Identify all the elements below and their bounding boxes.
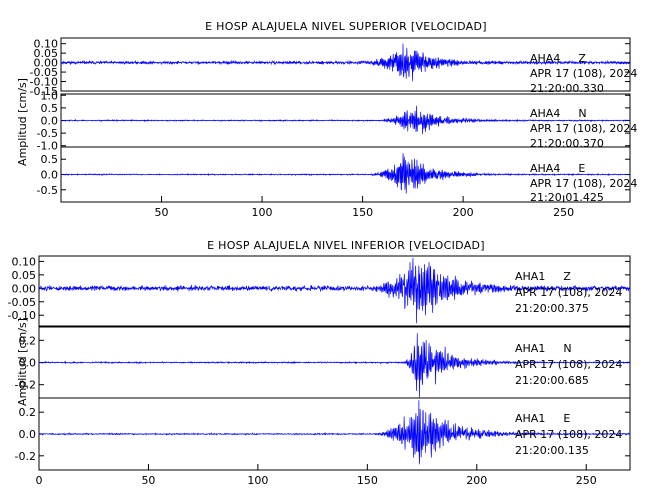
panel-aha1-z: 0.100.050.00-0.05-0.10 AHA1 Z APR 17 (108…	[8, 255, 631, 327]
y-tick-label: 0.2	[19, 334, 37, 347]
y-tick-label: -1.0	[37, 140, 58, 153]
y-tick-label: 0.10	[12, 255, 37, 268]
y-tick-label: -0.10	[30, 76, 58, 89]
panel-aha1-e: 0.2 0.0 -0.2 AHA1 E APR 17 (108), 2024 21:2…	[15, 397, 631, 471]
waveform-trace	[60, 43, 631, 82]
x-tick-label: 200	[453, 206, 474, 219]
station-label: AHA1 N	[515, 342, 572, 355]
x-tick-label: 100	[247, 474, 268, 487]
x-tick-label: 50	[155, 206, 169, 219]
figure-lower-title: E HOSP ALAJUELA NIVEL INFERIOR [VELOCIDA…	[207, 239, 485, 252]
x-tick-label: 200	[466, 474, 487, 487]
figure-upper: E HOSP ALAJUELA NIVEL SUPERIOR [VELOCIDA…	[16, 20, 637, 219]
time-label: 21:20:01.425	[530, 191, 604, 204]
time-label: 21:20:00.330	[530, 82, 604, 95]
time-label: 21:20:00.135	[515, 444, 589, 457]
y-ticks: 0.100.050.00-0.05-0.10-0.15	[30, 38, 630, 98]
panel-aha4-z: 0.100.050.00-0.05-0.10-0.15 AHA4 Z APR 17…	[30, 37, 637, 98]
waveform-trace	[38, 257, 631, 324]
y-tick-label: 0.00	[12, 282, 37, 295]
y-tick-label: 0.5	[41, 102, 59, 115]
x-tick-label: 100	[252, 206, 273, 219]
y-tick-label: -0.5	[37, 127, 58, 140]
station-label: AHA1 E	[515, 412, 570, 425]
figure-upper-ylabel: Amplitud [cm/s]	[16, 78, 29, 166]
waveform-trace	[60, 105, 631, 135]
x-axis-lower: 0 50 100 150 200 250	[36, 464, 597, 487]
date-label: APR 17 (108), 2024	[515, 286, 622, 299]
x-tick-label: 50	[141, 474, 155, 487]
time-label: 21:20:00.685	[515, 374, 589, 387]
y-ticks: 1.00.50.0-0.5-1.0	[37, 89, 630, 153]
x-tick-label: 250	[576, 474, 597, 487]
y-ticks: 0.5 0.0 -0.5	[37, 153, 630, 197]
station-label: AHA4 N	[530, 107, 587, 120]
date-label: APR 17 (108), 2024	[515, 428, 622, 441]
y-tick-label: 0.0	[19, 428, 37, 441]
date-label: APR 17 (108), 2024	[530, 122, 637, 135]
y-tick-label: 0.0	[41, 115, 59, 128]
y-tick-label: 0.2	[19, 406, 37, 419]
y-tick-label: 0.10	[34, 38, 59, 51]
y-tick-label: -0.5	[37, 184, 58, 197]
x-tick-label: 150	[352, 206, 373, 219]
y-tick-label: -0.05	[8, 296, 36, 309]
station-label: AHA1 Z	[515, 270, 571, 283]
x-tick-label: 150	[357, 474, 378, 487]
date-label: APR 17 (108), 2024	[515, 358, 622, 371]
y-tick-label: -0.15	[30, 85, 58, 98]
time-label: 21:20:00.375	[515, 302, 589, 315]
y-tick-label: 0.05	[34, 47, 59, 60]
date-label: APR 17 (108), 2024	[530, 67, 637, 80]
y-tick-label: -0.10	[8, 309, 36, 322]
y-tick-label: -0.05	[30, 66, 58, 79]
station-label: AHA4 E	[530, 162, 585, 175]
panel-aha4-e: 0.5 0.0 -0.5 AHA4 E APR 17 (108), 2024 21:2…	[37, 146, 637, 204]
y-tick-label: 0.5	[41, 153, 59, 166]
y-ticks: 0.2 0.0 -0.2	[15, 406, 630, 463]
date-label: APR 17 (108), 2024	[530, 177, 637, 190]
y-tick-label: -0.2	[15, 379, 36, 392]
waveform-trace	[60, 153, 631, 194]
panel-frame	[38, 255, 631, 327]
panel-aha1-n: 0.2 0.0 -0.2 AHA1 N APR 17 (108), 2024 21:2…	[15, 326, 631, 399]
figure-lower-ylabel: Amplitud [cm/s]	[16, 318, 29, 406]
figure-upper-title: E HOSP ALAJUELA NIVEL SUPERIOR [VELOCIDA…	[205, 20, 487, 33]
y-tick-label: 1.0	[41, 89, 59, 102]
y-ticks: 0.2 0.0 -0.2	[15, 334, 630, 392]
waveform-trace	[38, 400, 631, 465]
x-tick-label: 250	[553, 206, 574, 219]
panel-aha4-n: 1.00.50.0-0.5-1.0 AHA4 N APR 17 (108), 20…	[37, 89, 638, 152]
figure-lower: E HOSP ALAJUELA NIVEL INFERIOR [VELOCIDA…	[8, 239, 631, 487]
time-label: 21:20:00.370	[530, 137, 604, 150]
x-axis-upper: 50 100 150 200 250	[155, 196, 574, 219]
y-tick-label: 0.0	[19, 357, 37, 370]
waveform-trace	[38, 333, 631, 398]
panel-frame	[60, 37, 631, 92]
y-tick-label: 0.0	[41, 169, 59, 182]
x-tick-label: 0	[36, 474, 43, 487]
y-tick-label: 0.00	[34, 57, 59, 70]
y-tick-label: 0.05	[12, 269, 37, 282]
station-label: AHA4 Z	[530, 52, 586, 65]
y-tick-label: -0.2	[15, 450, 36, 463]
